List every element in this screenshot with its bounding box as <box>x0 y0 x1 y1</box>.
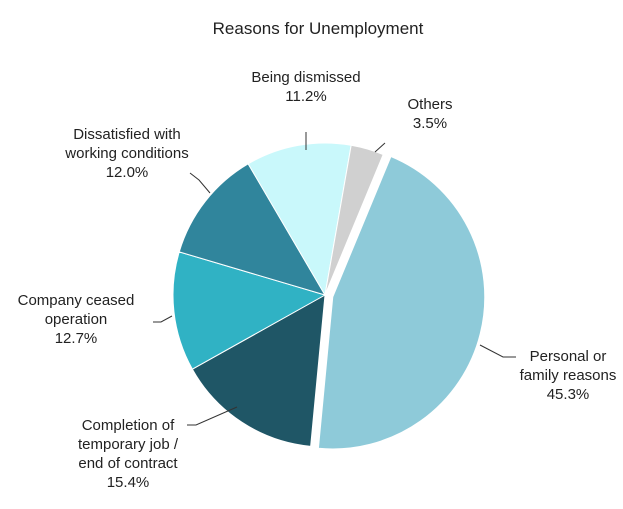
slice-value-label-1: 15.4% <box>107 474 150 491</box>
pie-slice-1 <box>191 294 326 447</box>
slice-value-label-0: 45.3% <box>547 386 590 403</box>
slice-value-label-2: 12.7% <box>55 330 98 347</box>
slice-category-label-1-line-2: end of contract <box>78 455 178 472</box>
leader-line-1 <box>187 406 238 426</box>
pie-slice-0 <box>317 155 486 450</box>
slice-category-label-0-line-0: Personal or <box>530 348 607 365</box>
leader-line-0 <box>479 344 516 358</box>
slice-category-label-2-line-1: operation <box>45 311 108 328</box>
pie-slice-5 <box>324 144 384 296</box>
slices-layer <box>172 142 486 450</box>
pie-slice-3 <box>178 163 327 296</box>
leader-line-5 <box>374 142 386 153</box>
slice-category-label-4-line-0: Being dismissed <box>251 69 360 86</box>
slice-category-label-2-line-0: Company ceased <box>18 292 135 309</box>
slice-category-label-0-line-1: family reasons <box>520 367 617 384</box>
chart-title: Reasons for Unemployment <box>213 19 424 38</box>
slice-category-label-3-line-0: Dissatisfied with <box>73 126 181 143</box>
slice-value-label-3: 12.0% <box>106 164 149 181</box>
slice-category-label-3-line-1: working conditions <box>64 145 188 162</box>
pie-slice-4 <box>247 142 352 297</box>
leader-line-3 <box>189 172 211 194</box>
labels-layer: Personal or family reasons 45.3% Completion… <box>18 69 617 491</box>
slice-value-label-4: 11.2% <box>285 88 326 105</box>
slice-category-label-1-line-1: temporary job / <box>78 436 179 453</box>
leader-line-2 <box>153 315 173 323</box>
slice-value-label-5: 3.5% <box>413 115 447 132</box>
slice-category-label-5-line-0: Others <box>407 96 452 113</box>
slice-category-label-1-line-0: Completion of <box>82 417 175 434</box>
pie-slice-2 <box>172 251 327 370</box>
leaders-layer <box>153 132 516 426</box>
